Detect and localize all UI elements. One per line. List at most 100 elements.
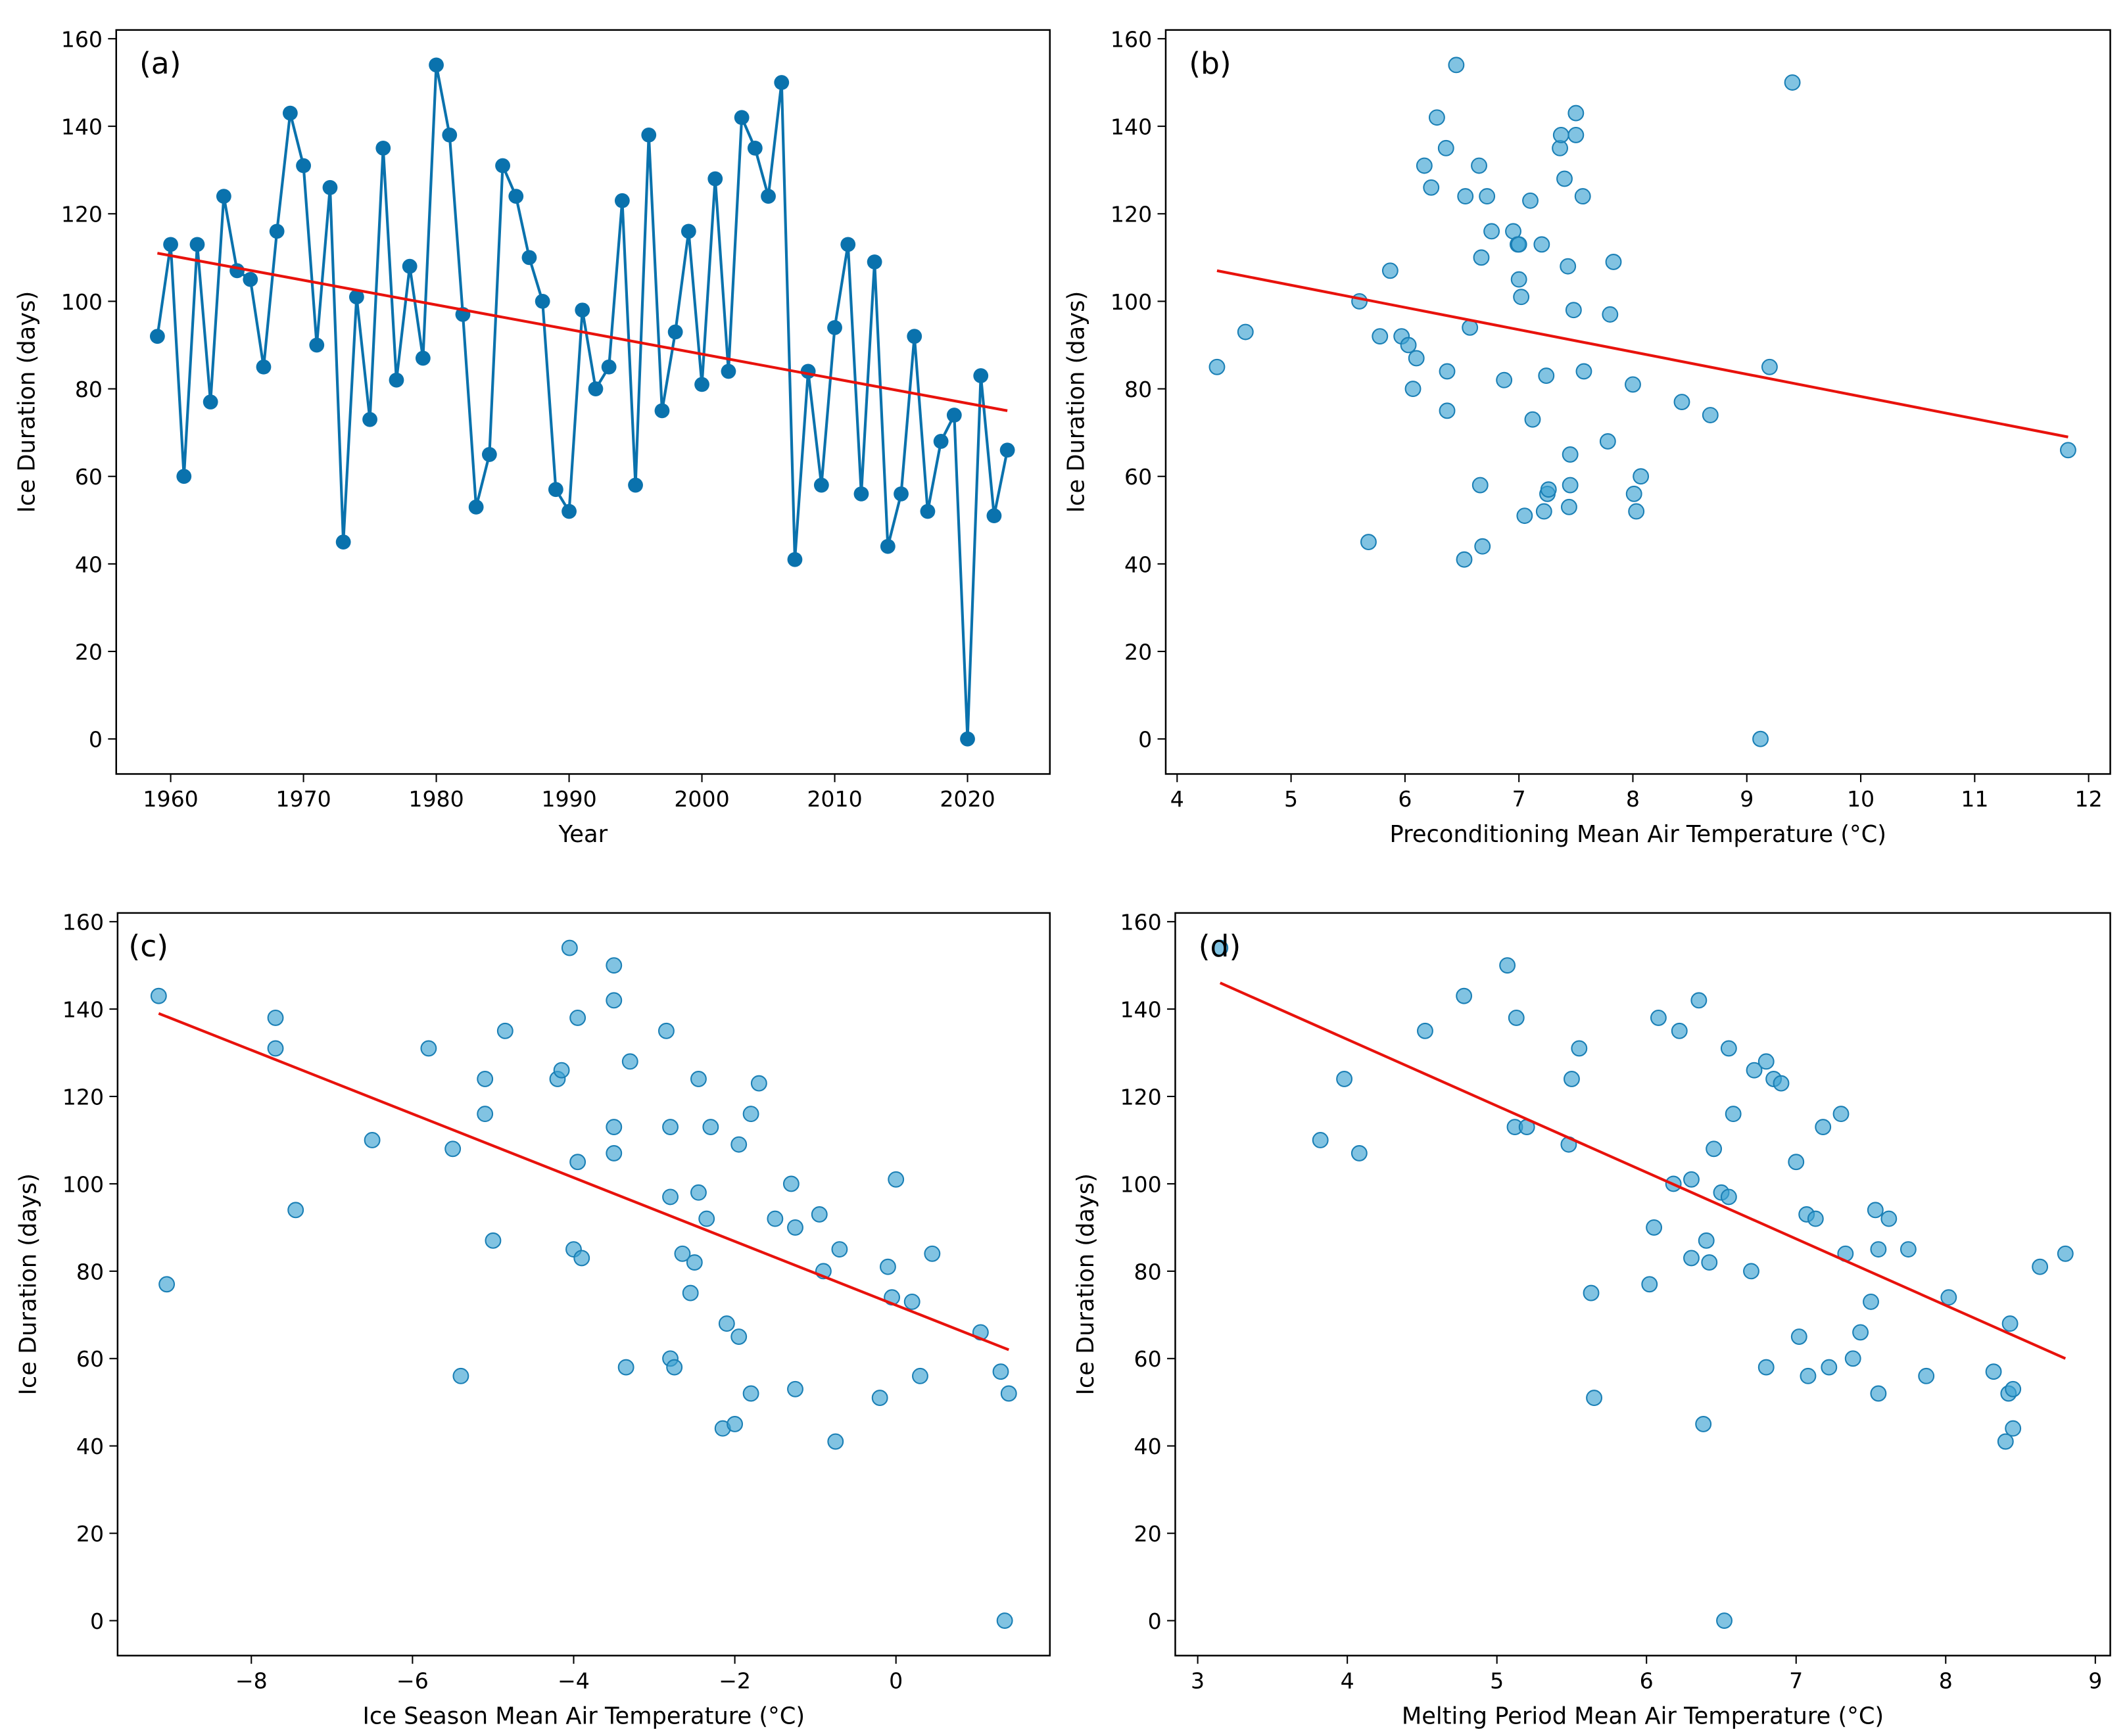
x-tick-label: 6 (1640, 1668, 1654, 1693)
y-tick-label: 160 (1111, 26, 1152, 52)
y-axis-label: Ice Duration (days) (14, 1173, 41, 1396)
data-point (727, 1416, 744, 1432)
y-tick-label: 60 (1134, 1346, 1162, 1372)
data-point (1417, 1022, 1433, 1039)
data-point (1788, 1154, 1805, 1171)
data-point (774, 75, 790, 90)
data-point (1428, 109, 1445, 126)
data-point (442, 127, 458, 143)
data-point (1212, 939, 1229, 956)
data-point (1457, 188, 1474, 205)
data-point (654, 403, 670, 419)
data-point (1701, 1254, 1718, 1271)
data-point (189, 237, 205, 252)
x-tick-label: 1980 (408, 786, 464, 812)
data-point (920, 504, 936, 519)
data-point (1773, 1075, 1790, 1092)
data-point (721, 364, 736, 379)
data-point (468, 499, 484, 515)
y-tick-label: 60 (76, 1346, 104, 1372)
data-point (827, 319, 842, 335)
data-point (375, 140, 391, 156)
y-tick-label: 20 (1134, 1521, 1162, 1547)
data-point (1985, 1363, 2002, 1380)
data-point (907, 329, 922, 344)
data-point (267, 1009, 284, 1026)
data-point (750, 1075, 767, 1092)
data-point (787, 1219, 803, 1236)
data-point (1538, 367, 1555, 385)
data-point (444, 1140, 462, 1158)
y-tick-label: 0 (90, 1608, 104, 1634)
data-point (694, 377, 709, 392)
data-point (1900, 1241, 1917, 1258)
data-point (996, 1612, 1013, 1629)
data-point (999, 442, 1015, 458)
data-point (429, 57, 444, 73)
x-tick-label: 2020 (940, 786, 995, 812)
y-tick-label: 80 (1124, 377, 1152, 402)
data-point (548, 482, 563, 498)
y-tick-label: 20 (76, 1521, 104, 1547)
y-tick-label: 40 (76, 1434, 104, 1459)
data-point (163, 237, 178, 252)
data-point (348, 289, 364, 305)
data-point (702, 1119, 719, 1135)
data-point (1381, 262, 1398, 279)
x-tick-label: 9 (2088, 1668, 2102, 1693)
y-tick-label: 120 (1120, 1084, 1161, 1110)
data-point (601, 359, 617, 375)
data-point (666, 1359, 683, 1376)
y-axis-label: Ice Duration (days) (13, 291, 40, 513)
data-point (1761, 358, 1778, 375)
data-point (149, 329, 165, 344)
data-point (827, 1433, 844, 1450)
data-point (1560, 498, 1577, 515)
x-tick-label: 8 (1939, 1668, 1953, 1693)
data-point (1743, 1263, 1759, 1280)
data-point (150, 987, 167, 1004)
data-point (1752, 730, 1769, 747)
data-point (912, 1367, 928, 1384)
data-point (2001, 1315, 2019, 1332)
data-point (1437, 139, 1454, 156)
data-point (322, 179, 338, 195)
data-point (667, 324, 683, 340)
data-point (894, 486, 909, 502)
data-point (296, 158, 311, 174)
data-point (992, 1363, 1009, 1380)
y-tick-label: 80 (75, 377, 103, 402)
data-point (415, 350, 431, 366)
y-tick-label: 100 (1111, 289, 1152, 315)
x-tick-label: 3 (1191, 1668, 1205, 1693)
y-tick-label: 80 (1134, 1259, 1162, 1284)
data-point (561, 939, 578, 956)
data-point (575, 302, 590, 318)
data-point (1483, 223, 1500, 240)
data-point (2032, 1258, 2049, 1275)
data-point (1720, 1188, 1737, 1206)
data-point (1479, 188, 1496, 205)
data-point (562, 504, 577, 519)
data-point (1522, 192, 1539, 209)
data-point (477, 1071, 494, 1087)
data-point (1605, 254, 1622, 270)
data-point (1870, 1241, 1887, 1258)
data-point (686, 1254, 703, 1271)
data-point (1567, 105, 1585, 122)
trend-line (157, 252, 1008, 412)
x-tick-label: 12 (2075, 786, 2103, 812)
data-point (1757, 1359, 1775, 1376)
y-tick-label: 140 (1120, 997, 1161, 1023)
data-point (1448, 57, 1465, 74)
axes-frame (1174, 912, 2111, 1656)
panel-label: (a) (139, 46, 181, 81)
data-point (867, 254, 882, 270)
data-point (903, 1293, 920, 1310)
x-tick-label: 0 (889, 1668, 903, 1693)
data-point (1336, 1071, 1353, 1087)
data-point (1641, 1276, 1658, 1293)
data-point (420, 1040, 437, 1057)
data-point (481, 447, 497, 462)
data-point (782, 1175, 800, 1192)
